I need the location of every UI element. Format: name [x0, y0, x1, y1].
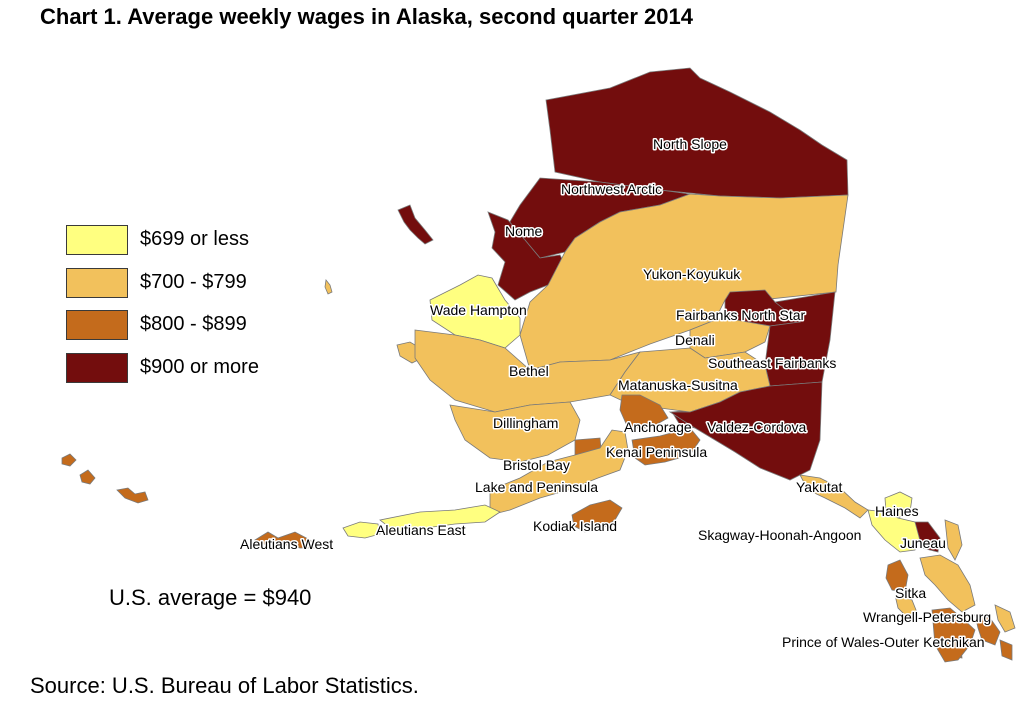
region-sitka [885, 559, 909, 593]
region-yakutat [799, 474, 869, 519]
region-north-slope [545, 67, 849, 199]
region-skagway-hoonah-angoon [867, 509, 923, 553]
region-aleutians-west [254, 531, 319, 549]
region-aleutians-east [379, 504, 501, 533]
region-label-lake-and-peninsula: Lake and Peninsula [475, 479, 598, 495]
region-label-bethel: Bethel [509, 363, 549, 379]
region-label-dillingham: Dillingham [493, 415, 558, 431]
island-shape [999, 639, 1013, 661]
island-shape [944, 519, 963, 561]
island-shape [79, 469, 96, 485]
legend-label: $699 or less [140, 228, 249, 250]
region-matanuska-susitna [609, 347, 771, 413]
island-shape [342, 521, 381, 539]
region-label-northwest-arctic: Northwest Arctic [561, 181, 662, 197]
legend-swatch [66, 353, 128, 383]
region-label-wade-hampton: Wade Hampton [430, 302, 527, 318]
region-label-anchorage: Anchorage [624, 419, 692, 435]
region-wrangell-petersburg [919, 554, 976, 613]
us-average-note: U.S. average = $940 [109, 585, 312, 610]
island-shape [397, 204, 434, 245]
legend-item-cat3: $900 or more [66, 353, 306, 387]
legend-swatch [66, 268, 128, 298]
source-note: Source: U.S. Bureau of Labor Statistics. [30, 673, 419, 698]
region-kodiak-island [571, 499, 623, 533]
region-dillingham [449, 401, 581, 463]
region-label-matanuska-susitna: Matanuska-Susitna [618, 377, 738, 393]
legend-item-cat1: $700 - $799 [66, 268, 306, 302]
legend-item-cat2: $800 - $899 [66, 310, 306, 344]
region-label-kenai-peninsula: Kenai Peninsula [606, 444, 707, 460]
region-nome [487, 211, 566, 301]
region-label-juneau: Juneau [900, 535, 946, 551]
region-label-north-slope: North Slope [653, 136, 727, 152]
region-label-skagway-hoonah-angoon: Skagway-Hoonah-Angoon [698, 527, 861, 543]
region-shapes [254, 67, 1001, 663]
island-shape [894, 594, 919, 619]
legend-label: $800 - $899 [140, 313, 247, 335]
region-label-aleutians-east: Aleutians East [376, 522, 466, 538]
region-label-bristol-bay: Bristol Bay [503, 457, 570, 473]
island-shape [994, 604, 1016, 633]
region-label-fairbanks-north-star: Fairbanks North Star [676, 307, 805, 323]
legend-label: $700 - $799 [140, 271, 247, 293]
region-wade-hampton [429, 274, 521, 349]
region-valdez-cordova [668, 381, 823, 481]
region-ketchikan [974, 614, 1001, 646]
region-label-sitka: Sitka [895, 585, 926, 601]
region-label-nome: Nome [505, 223, 543, 239]
region-label-denali: Denali [675, 332, 715, 348]
region-prince-of-wales-outer-ketchikan [931, 607, 976, 663]
region-kenai-peninsula [631, 427, 701, 466]
legend-swatch [66, 310, 128, 340]
region-juneau [914, 521, 941, 553]
island-shape [116, 487, 149, 504]
region-label-yukon-koyukuk: Yukon-Koyukuk [643, 266, 741, 282]
chart-title: Chart 1. Average weekly wages in Alaska,… [40, 4, 693, 29]
island-shape [61, 453, 77, 467]
island-shape [324, 279, 333, 295]
legend-label: $900 or more [140, 356, 259, 378]
legend-item-cat0: $699 or less [66, 225, 306, 259]
region-label-kodiak-island: Kodiak Island [533, 518, 617, 534]
region-lake-and-peninsula [489, 429, 629, 516]
region-labels: North Slope Northwest Arctic Nome Yukon-Koy… [239, 135, 993, 652]
region-anchorage [619, 394, 669, 429]
legend-swatch [66, 225, 128, 255]
region-label-yakutat: Yakutat [796, 479, 843, 495]
region-label-prince-of-wales-outer-ketchikan: Prince of Wales-Outer Ketchikan [782, 634, 985, 650]
region-label-wrangell-petersburg: Wrangell-Petersburg [863, 609, 991, 625]
region-label-haines: Haines [875, 503, 919, 519]
region-label-valdez-cordova: Valdez-Cordova [707, 419, 807, 435]
region-label-southeast-fairbanks: Southeast Fairbanks [708, 355, 836, 371]
region-label-aleutians-west: Aleutians West [240, 536, 333, 552]
